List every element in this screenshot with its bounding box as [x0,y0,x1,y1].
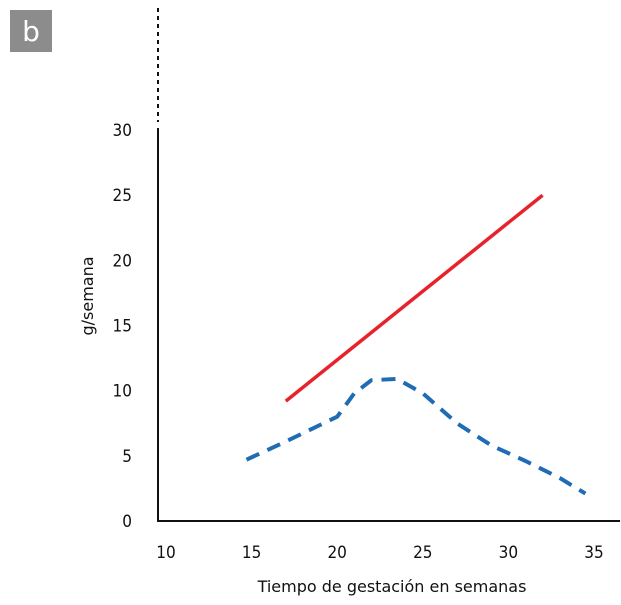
y-tick-label: 5 [122,447,132,467]
x-tick-label: 15 [242,543,261,563]
chart-axes [157,8,620,522]
solid-series-line [284,193,544,403]
y-tick-label: 0 [122,512,132,532]
y-tick-label: 30 [113,121,132,141]
x-tick-labels: 10 15 20 25 30 35 [156,543,603,563]
y-tick-label: 10 [113,382,132,402]
x-tick-label: 25 [413,543,432,563]
y-tick-label: 20 [113,251,132,271]
y-tick-label: 15 [113,317,132,337]
data-series [245,193,587,496]
x-tick-label: 10 [156,543,175,563]
dashed-series-line [245,376,587,496]
panel-label-badge: b [10,10,52,52]
x-tick-label: 20 [327,543,346,563]
y-axis-label: g/semana [78,256,97,335]
x-axis-label: Tiempo de gestación en semanas [257,577,527,596]
y-tick-label: 25 [113,186,132,206]
y-tick-labels: 0 5 10 15 20 25 30 [113,121,132,532]
x-tick-label: 30 [499,543,518,563]
x-tick-label: 35 [584,543,603,563]
